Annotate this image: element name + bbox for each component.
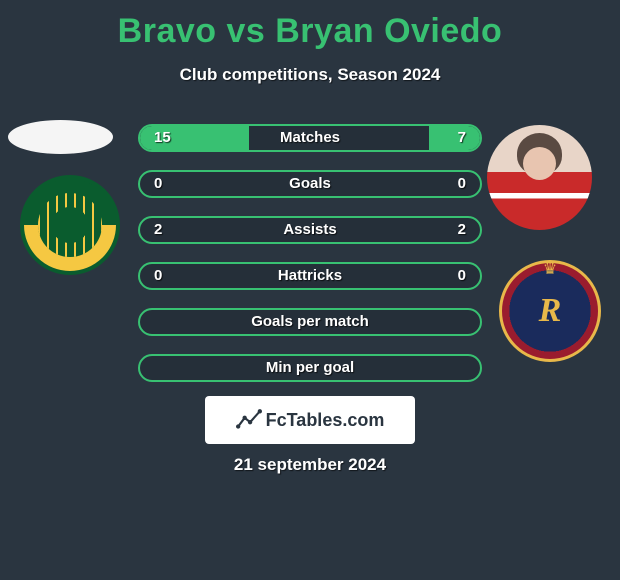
stats-container: 15 Matches 7 0 Goals 0 2 Assists 2 0 Hat…: [138, 124, 482, 400]
stat-right-value: 7: [458, 126, 466, 150]
stat-row-goals: 0 Goals 0: [138, 170, 482, 198]
stat-right-value: 0: [458, 264, 466, 288]
page-title: Bravo vs Bryan Oviedo: [0, 0, 620, 51]
stat-row-matches: 15 Matches 7: [138, 124, 482, 152]
stat-row-min-per-goal: Min per goal: [138, 354, 482, 382]
brand-badge: FcTables.com: [205, 396, 415, 444]
stat-row-hattricks: 0 Hattricks 0: [138, 262, 482, 290]
subtitle: Club competitions, Season 2024: [0, 65, 620, 85]
stat-label: Goals: [140, 172, 480, 196]
team-right-letter: R: [539, 292, 562, 330]
crown-icon: ♛: [543, 259, 557, 279]
stat-label: Min per goal: [140, 356, 480, 380]
stat-row-assists: 2 Assists 2: [138, 216, 482, 244]
player-right-avatar: [487, 125, 592, 230]
chart-icon: [236, 407, 262, 433]
date-text: 21 september 2024: [0, 455, 620, 475]
stat-label: Matches: [140, 126, 480, 150]
stat-label: Goals per match: [140, 310, 480, 334]
player-left-avatar: [8, 120, 113, 154]
stat-label: Hattricks: [140, 264, 480, 288]
brand-text: FcTables.com: [266, 410, 385, 431]
team-right-logo: ♛ R: [499, 260, 601, 362]
stat-label: Assists: [140, 218, 480, 242]
stat-right-value: 2: [458, 218, 466, 242]
team-left-logo: [20, 175, 120, 275]
stat-right-value: 0: [458, 172, 466, 196]
stat-row-goals-per-match: Goals per match: [138, 308, 482, 336]
